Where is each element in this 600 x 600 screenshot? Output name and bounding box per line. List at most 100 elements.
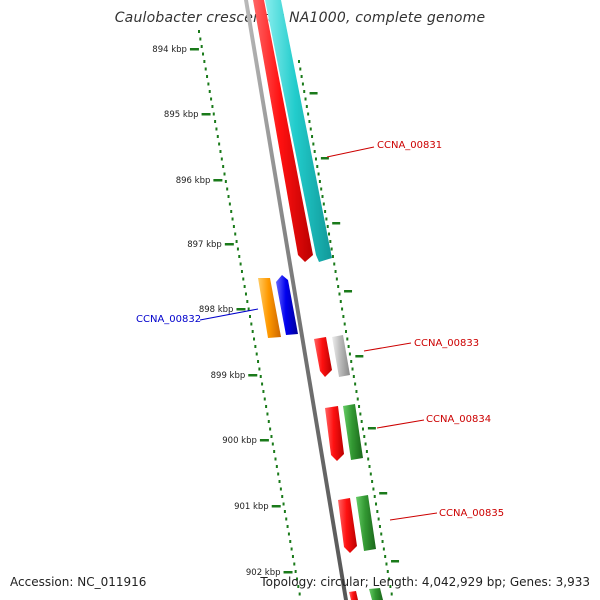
inner-ring-dot — [253, 337, 256, 341]
inner-ring-dot — [203, 60, 206, 63]
outer-ring-dot — [382, 547, 385, 551]
genome-backbone — [244, 0, 348, 600]
gene-label-ccna-00834[interactable]: CCNA_00834 — [376, 414, 491, 429]
inner-ring-dot — [291, 555, 294, 558]
inner-ring-dot — [277, 472, 280, 476]
gene-label-text[interactable]: CCNA_00835 — [439, 508, 504, 519]
outer-ring-dot — [311, 135, 314, 138]
inner-ring-dot — [261, 382, 264, 386]
gene-label-ccna-00831[interactable]: CCNA_00831 — [326, 140, 442, 158]
outer-ring-dot — [326, 225, 329, 228]
gene-ccna-00833-red[interactable] — [314, 337, 332, 377]
outer-ring-dot — [346, 337, 349, 341]
inner-ring-dot — [281, 495, 284, 498]
inner-ring-dot — [244, 292, 247, 296]
inner-ring-dot — [200, 45, 203, 48]
outer-ring-dot — [316, 165, 319, 168]
ruler-tick-label: 899 kbp — [211, 371, 246, 381]
outer-ring-dot — [369, 472, 372, 476]
gene-ccna-00835-green[interactable] — [356, 495, 376, 551]
outer-ring-dot — [375, 502, 378, 506]
gene-ccna-00833-grey[interactable] — [332, 335, 350, 377]
gene-label-ccna-00835[interactable]: CCNA_00835 — [389, 508, 504, 521]
outer-ring-dot — [367, 457, 370, 461]
gene-ccna-00835-red[interactable] — [338, 498, 357, 553]
outer-ring-dot — [341, 307, 344, 311]
outer-ring-dot — [320, 187, 323, 191]
outer-ring-dot — [380, 532, 383, 536]
inner-ring-dot — [212, 112, 215, 116]
inner-ring-dot — [257, 360, 260, 363]
outer-ring-major-tick — [367, 427, 376, 430]
inner-ring-dot — [231, 217, 234, 221]
outer-ring-dot — [376, 510, 379, 513]
inner-ring-dot — [240, 270, 243, 273]
inner-ring-dot — [258, 367, 261, 371]
gene-ccna-00834-red[interactable] — [325, 406, 344, 461]
outer-ring-dot — [339, 300, 342, 303]
outer-ring-dot — [321, 195, 324, 198]
gene-ccna-00832-orange[interactable] — [258, 278, 281, 338]
outer-ring-dot — [350, 360, 353, 363]
inner-ring-dot — [219, 150, 222, 153]
gene-label-text[interactable]: CCNA_00834 — [426, 414, 491, 425]
outer-ring-dot — [342, 315, 345, 318]
inner-ring-dot — [250, 322, 253, 326]
ruler-tick-label: 898 kbp — [199, 305, 234, 315]
gene-ccna-00832-blue[interactable] — [276, 275, 298, 335]
outer-ring-dot — [334, 270, 337, 273]
outer-ring-dot — [335, 277, 338, 281]
inner-ring-dot — [204, 67, 207, 71]
inner-ring-dot — [222, 165, 225, 168]
outer-ring-dot — [371, 480, 374, 483]
outer-ring-dot — [331, 255, 334, 258]
outer-ring-dot — [324, 210, 327, 213]
ruler-tick-label: 902 kbp — [246, 568, 281, 578]
inner-ring-dot — [295, 577, 298, 581]
inner-ring-dot — [263, 397, 266, 401]
gene-label-text[interactable]: CCNA_00833 — [414, 338, 479, 349]
inner-ring-dot — [290, 547, 293, 551]
inner-ring-dot — [246, 300, 249, 303]
inner-ring-dot — [224, 180, 227, 183]
gene-label-text[interactable]: CCNA_00832 — [136, 314, 201, 325]
inner-ring-dot — [216, 135, 219, 138]
inner-ring-dot — [278, 480, 281, 483]
outer-ring-dot — [338, 292, 341, 296]
inner-ring-dot — [274, 457, 277, 461]
ruler-tick-label: 900 kbp — [222, 436, 257, 446]
gene-label-text[interactable]: CCNA_00831 — [377, 140, 442, 151]
outer-ring-dot — [358, 405, 361, 408]
ruler-major-tick — [271, 505, 281, 508]
gene-label-ccna-00833[interactable]: CCNA_00833 — [363, 338, 479, 352]
inner-ring-dot — [230, 210, 233, 213]
gene-label-ccna-00832[interactable]: CCNA_00832 — [136, 308, 259, 325]
outer-ring-dot — [359, 412, 362, 416]
gene-ccna-00831-rna[interactable] — [265, 0, 332, 262]
outer-ring-dot — [318, 180, 321, 183]
outer-ring-dot — [325, 217, 328, 221]
outer-ring-major-tick — [355, 355, 364, 358]
outer-ring-dot — [354, 382, 357, 386]
accession-text: Accession: NC_011916 — [10, 575, 147, 589]
outer-ring-dot — [313, 150, 316, 153]
inner-ring-dot — [294, 570, 297, 573]
inner-ring-dot — [235, 240, 238, 243]
inner-ring-dot — [243, 285, 246, 288]
inner-ring-dot — [198, 30, 200, 33]
outer-ring-dot — [304, 97, 307, 101]
partial-feature-red — [349, 591, 358, 600]
gene-ccna-00834-green[interactable] — [343, 404, 363, 460]
outer-ring-dot — [309, 127, 312, 131]
outer-ring-dot — [388, 577, 391, 581]
inner-ring-dot — [254, 345, 257, 348]
inner-ring-dot — [226, 187, 229, 191]
inner-ring-dot — [247, 307, 250, 311]
inner-ring-dot — [236, 247, 239, 251]
inner-ring-dot — [251, 330, 254, 333]
gene-ccna-00831-cds[interactable] — [253, 0, 313, 262]
outer-ring-dot — [345, 330, 347, 333]
inner-ring-dot — [227, 195, 230, 198]
ruler-major-tick — [201, 113, 211, 116]
